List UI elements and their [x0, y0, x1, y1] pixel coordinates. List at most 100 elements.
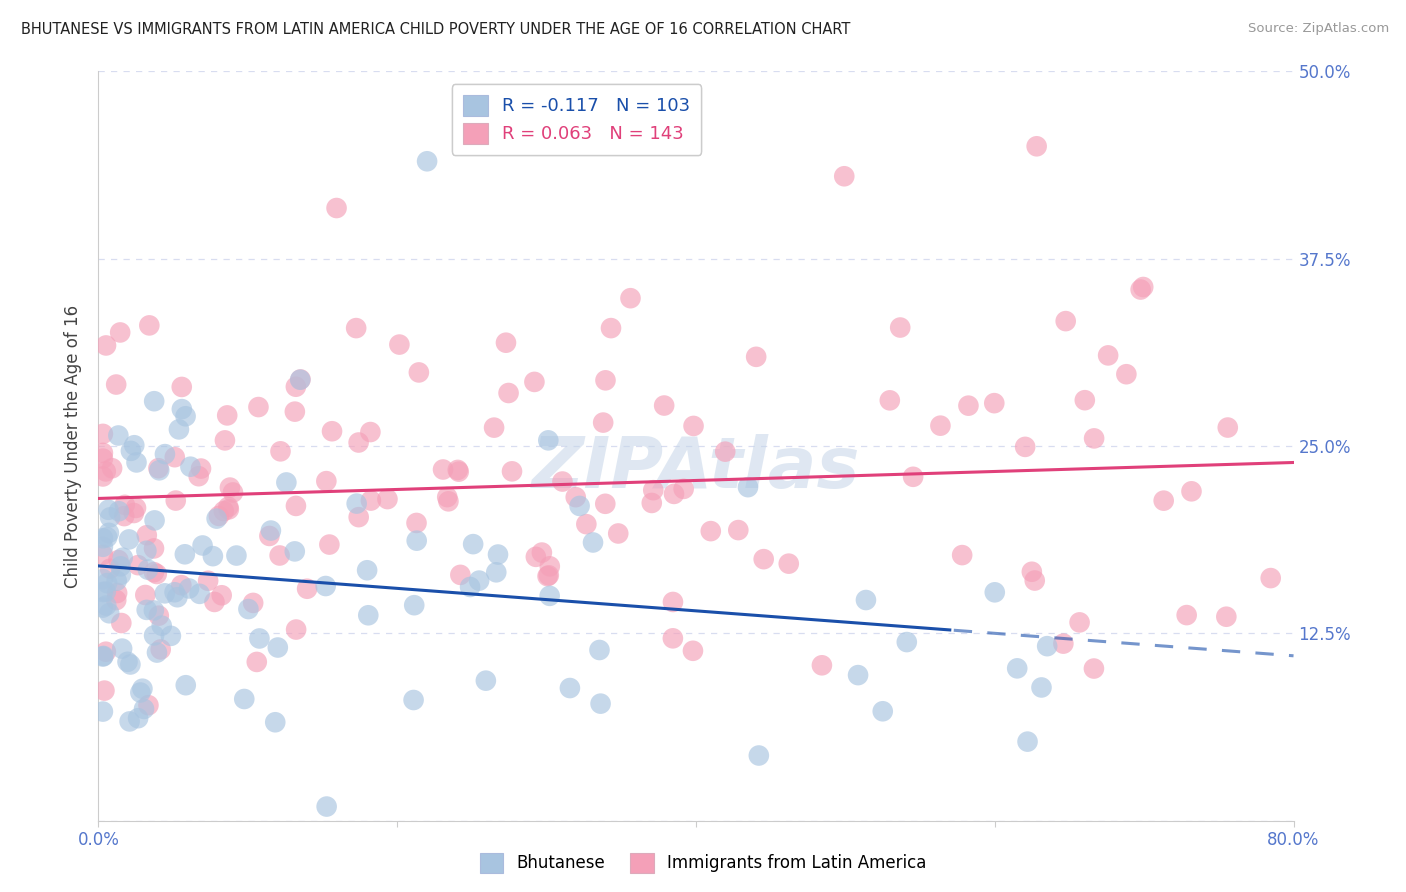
Point	[122, 506, 145, 520]
Point	[94, 464, 117, 478]
Point	[118, 714, 141, 729]
Point	[247, 400, 270, 414]
Point	[600, 321, 623, 335]
Point	[142, 565, 165, 579]
Point	[170, 402, 193, 417]
Point	[495, 335, 517, 350]
Point	[108, 504, 131, 518]
Point	[136, 563, 159, 577]
Point	[595, 373, 617, 387]
Point	[475, 673, 498, 688]
Point	[1215, 609, 1237, 624]
Legend: R = -0.117   N = 103, R = 0.063   N = 143: R = -0.117 N = 103, R = 0.063 N = 143	[451, 84, 702, 154]
Point	[98, 607, 121, 621]
Point	[682, 644, 704, 658]
Point	[108, 326, 131, 340]
Y-axis label: Child Poverty Under the Age of 16: Child Poverty Under the Age of 16	[65, 304, 83, 588]
Point	[91, 446, 114, 460]
Point	[357, 608, 380, 623]
Point	[91, 705, 114, 719]
Point	[143, 628, 166, 642]
Point	[1074, 393, 1097, 408]
Point	[138, 698, 160, 713]
Point	[568, 499, 591, 513]
Point	[1097, 348, 1119, 362]
Point	[91, 469, 114, 483]
Point	[1014, 440, 1036, 454]
Point	[94, 645, 117, 659]
Point	[437, 494, 460, 508]
Point	[91, 585, 114, 599]
Legend: Bhutanese, Immigrants from Latin America: Bhutanese, Immigrants from Latin America	[472, 847, 934, 880]
Point	[120, 657, 142, 672]
Point	[238, 602, 260, 616]
Point	[879, 393, 901, 408]
Point	[97, 525, 120, 540]
Text: BHUTANESE VS IMMIGRANTS FROM LATIN AMERICA CHILD POVERTY UNDER THE AGE OF 16 COR: BHUTANESE VS IMMIGRANTS FROM LATIN AMERI…	[21, 22, 851, 37]
Point	[201, 549, 224, 563]
Point	[143, 513, 166, 527]
Point	[575, 517, 598, 532]
Point	[124, 438, 146, 452]
Point	[564, 490, 586, 504]
Point	[538, 589, 561, 603]
Point	[449, 567, 471, 582]
Point	[191, 539, 214, 553]
Point	[447, 465, 470, 479]
Point	[125, 455, 148, 469]
Point	[405, 516, 427, 530]
Point	[468, 574, 491, 588]
Point	[149, 642, 172, 657]
Point	[177, 582, 200, 596]
Point	[315, 579, 337, 593]
Point	[125, 500, 148, 515]
Point	[208, 508, 231, 523]
Point	[107, 428, 129, 442]
Point	[166, 591, 188, 605]
Point	[146, 646, 169, 660]
Point	[267, 640, 290, 655]
Point	[163, 585, 186, 599]
Point	[1083, 431, 1105, 445]
Point	[218, 502, 240, 516]
Point	[91, 531, 114, 545]
Point	[205, 511, 228, 525]
Point	[105, 593, 128, 607]
Point	[447, 463, 470, 477]
Point	[212, 504, 235, 518]
Point	[832, 169, 855, 184]
Point	[405, 533, 427, 548]
Point	[127, 558, 149, 573]
Point	[135, 543, 157, 558]
Point	[246, 655, 269, 669]
Point	[132, 702, 155, 716]
Point	[269, 549, 291, 563]
Point	[163, 450, 186, 465]
Point	[93, 648, 115, 663]
Point	[290, 373, 312, 387]
Point	[682, 419, 704, 434]
Point	[1083, 661, 1105, 675]
Point	[356, 563, 378, 577]
Point	[105, 586, 128, 600]
Point	[197, 574, 219, 588]
Point	[167, 422, 190, 436]
Point	[98, 562, 121, 576]
Point	[662, 595, 685, 609]
Point	[117, 655, 139, 669]
Point	[619, 291, 641, 305]
Point	[1025, 139, 1047, 153]
Point	[153, 447, 176, 461]
Point	[536, 569, 558, 583]
Point	[778, 557, 800, 571]
Point	[174, 678, 197, 692]
Point	[107, 553, 129, 567]
Point	[91, 548, 114, 562]
Point	[276, 475, 298, 490]
Point	[249, 632, 271, 646]
Point	[315, 799, 337, 814]
Point	[538, 559, 561, 574]
Point	[714, 444, 737, 458]
Point	[284, 380, 307, 394]
Point	[204, 595, 226, 609]
